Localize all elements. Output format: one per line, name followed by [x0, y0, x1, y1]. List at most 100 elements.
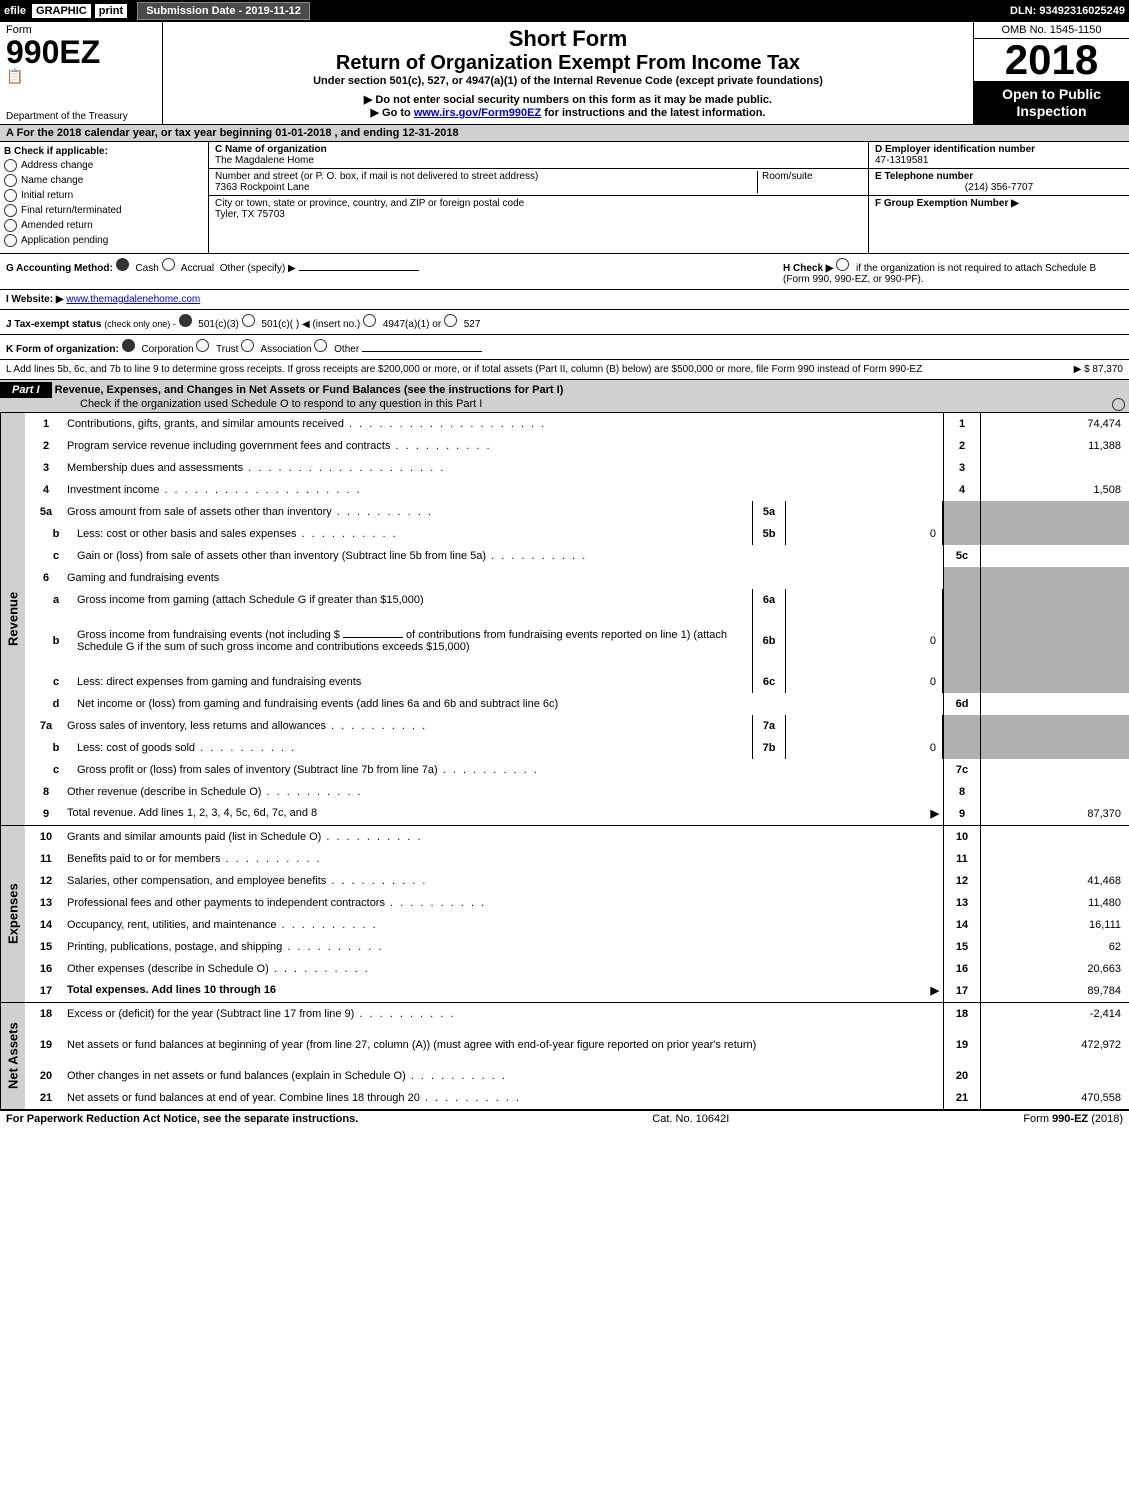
do-not-enter: ▶ Do not enter social security numbers o… [167, 93, 969, 106]
goto-post: for instructions and the latest informat… [541, 107, 765, 119]
part1-header-row: Part I Revenue, Expenses, and Changes in… [0, 380, 1129, 413]
c-label: C Name of organization [215, 144, 327, 155]
checkbox-icon [4, 189, 17, 202]
tax-year-begin: 01-01-2018 [275, 127, 331, 139]
checkbox-icon [4, 174, 17, 187]
line-12: 12 Salaries, other compensation, and emp… [25, 870, 1129, 892]
k-other-input[interactable] [362, 351, 482, 352]
d-label: D Employer identification number [875, 144, 1035, 155]
j-4947-radio[interactable] [363, 314, 376, 327]
phone-value: (214) 356-7707 [875, 182, 1123, 193]
line-5c: c Gain or (loss) from sale of assets oth… [25, 545, 1129, 567]
j-501c-radio[interactable] [242, 314, 255, 327]
short-form-title: Short Form [167, 26, 969, 52]
line-3: 3 Membership dues and assessments 3 [25, 457, 1129, 479]
checkbox-icon [4, 159, 17, 172]
other-specify-input[interactable] [299, 270, 419, 271]
checkbox-icon [4, 234, 17, 247]
line-8: 8 Other revenue (describe in Schedule O)… [25, 781, 1129, 803]
irs-link[interactable]: www.irs.gov/Form990EZ [414, 107, 541, 119]
tax-year-mid: , and ending [335, 127, 403, 139]
k-trust-radio[interactable] [196, 339, 209, 352]
line-20: 20 Other changes in net assets or fund b… [25, 1065, 1129, 1087]
line-2: 2 Program service revenue including gove… [25, 435, 1129, 457]
line-6c: c Less: direct expenses from gaming and … [25, 671, 1129, 693]
section-l: L Add lines 5b, 6c, and 7b to line 9 to … [0, 360, 1129, 380]
accrual-radio[interactable] [162, 258, 175, 271]
i-label: I Website: ▶ [6, 294, 64, 305]
part1-checkbox[interactable] [1112, 398, 1125, 411]
section-k: K Form of organization: Corporation Trus… [0, 335, 1129, 360]
part1-check: Check if the organization used Schedule … [0, 398, 482, 410]
expenses-section: Expenses 10 Grants and similar amounts p… [0, 826, 1129, 1003]
line-6: 6 Gaming and fundraising events [25, 567, 1129, 589]
f-label: F Group Exemption Number ▶ [875, 198, 1019, 209]
cb-final-return[interactable]: Final return/terminated [4, 204, 204, 217]
return-title: Return of Organization Exempt From Incom… [167, 52, 969, 75]
l-text: L Add lines 5b, 6c, and 7b to line 9 to … [6, 364, 1074, 375]
website-link[interactable]: www.themagdalenehome.com [66, 294, 200, 305]
line-16: 16 Other expenses (describe in Schedule … [25, 958, 1129, 980]
net-assets-section: Net Assets 18 Excess or (deficit) for th… [0, 1003, 1129, 1110]
j-501c3-checked[interactable] [179, 314, 192, 327]
footer-right: Form 990-EZ (2018) [1023, 1113, 1123, 1125]
org-name-row: C Name of organization The Magdalene Hom… [209, 142, 868, 169]
tax-year: 2018 [974, 39, 1129, 82]
footer-center: Cat. No. 10642I [652, 1113, 729, 1125]
net-assets-lines: 18 Excess or (deficit) for the year (Sub… [25, 1003, 1129, 1109]
under-section: Under section 501(c), 527, or 4947(a)(1)… [167, 75, 969, 87]
line-7b: b Less: cost of goods sold 7b 0 [25, 737, 1129, 759]
header-right: OMB No. 1545-1150 2018 Open to Public In… [974, 22, 1129, 124]
g-label: G Accounting Method: [6, 263, 113, 274]
j-label: J Tax-exempt status [6, 319, 101, 330]
info-section: B Check if applicable: Address change Na… [0, 142, 1129, 254]
phone-row: E Telephone number (214) 356-7707 [869, 169, 1129, 196]
group-exemption-row: F Group Exemption Number ▶ [869, 196, 1129, 211]
go-to-instructions: ▶ Go to www.irs.gov/Form990EZ for instru… [167, 106, 969, 119]
line-17: 17 Total expenses. Add lines 10 through … [25, 980, 1129, 1002]
room-label: Room/suite [762, 171, 813, 182]
street-row: Number and street (or P. O. box, if mail… [209, 169, 868, 196]
j-527-radio[interactable] [444, 314, 457, 327]
line-5b: b Less: cost or other basis and sales ex… [25, 523, 1129, 545]
cash-radio-checked[interactable] [116, 258, 129, 271]
line-19: 19 Net assets or fund balances at beginn… [25, 1025, 1129, 1065]
line-18: 18 Excess or (deficit) for the year (Sub… [25, 1003, 1129, 1025]
treasury-icon: 📋 [6, 68, 156, 85]
j-hint: (check only one) - [104, 319, 176, 329]
section-b: B Check if applicable: Address change Na… [0, 142, 209, 253]
department-label: Department of the Treasury [6, 111, 156, 122]
revenue-section: Revenue 1 Contributions, gifts, grants, … [0, 413, 1129, 826]
form-number: 990EZ [6, 36, 156, 68]
cb-amended-return[interactable]: Amended return [4, 219, 204, 232]
k-assoc-radio[interactable] [241, 339, 254, 352]
submission-date: Submission Date - 2019-11-12 [137, 2, 310, 20]
checkbox-icon [4, 219, 17, 232]
section-b-label: B Check if applicable: [4, 146, 204, 157]
graphic-button[interactable]: GRAPHIC [32, 4, 91, 18]
tax-year-end: 12-31-2018 [402, 127, 458, 139]
k-other-radio[interactable] [314, 339, 327, 352]
line-1: 1 Contributions, gifts, grants, and simi… [25, 413, 1129, 435]
net-assets-side-label: Net Assets [0, 1003, 25, 1109]
revenue-lines: 1 Contributions, gifts, grants, and simi… [25, 413, 1129, 825]
line-11: 11 Benefits paid to or for members 11 [25, 848, 1129, 870]
cb-address-change[interactable]: Address change [4, 159, 204, 172]
line-21: 21 Net assets or fund balances at end of… [25, 1087, 1129, 1109]
section-j: J Tax-exempt status (check only one) - 5… [0, 310, 1129, 335]
h-checkbox[interactable] [836, 258, 849, 271]
org-name: The Magdalene Home [215, 155, 314, 166]
street-value: 7363 Rockpoint Lane [215, 182, 310, 193]
line-6d: d Net income or (loss) from gaming and f… [25, 693, 1129, 715]
section-i: I Website: ▶ www.themagdalenehome.com [0, 290, 1129, 310]
expenses-side-label: Expenses [0, 826, 25, 1002]
6b-amount-input[interactable] [343, 637, 403, 638]
print-button[interactable]: print [95, 4, 127, 18]
cb-application-pending[interactable]: Application pending [4, 234, 204, 247]
street-label: Number and street (or P. O. box, if mail… [215, 171, 538, 182]
cb-initial-return[interactable]: Initial return [4, 189, 204, 202]
form-header: Form 990EZ 📋 Department of the Treasury … [0, 22, 1129, 125]
k-corp-checked[interactable] [122, 339, 135, 352]
ein-value: 47-1319581 [875, 155, 928, 166]
cb-name-change[interactable]: Name change [4, 174, 204, 187]
